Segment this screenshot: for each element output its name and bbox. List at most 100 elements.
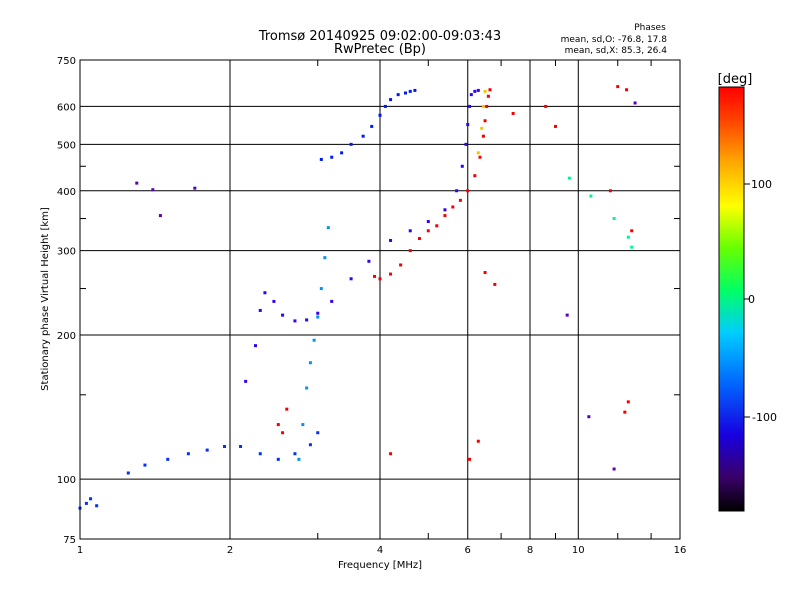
y-tick-label: 100 bbox=[57, 475, 76, 486]
data-point bbox=[612, 217, 616, 221]
y-tick-label: 75 bbox=[63, 535, 76, 546]
data-point bbox=[469, 93, 473, 97]
data-point bbox=[466, 189, 470, 193]
data-point bbox=[468, 457, 472, 461]
data-point bbox=[319, 157, 323, 161]
data-point bbox=[143, 463, 147, 467]
phases-heading: Phases bbox=[634, 23, 666, 33]
data-point bbox=[460, 164, 464, 168]
data-point bbox=[478, 155, 482, 159]
y-axis-label: Stationary phase Virtual Height [km] bbox=[40, 207, 51, 391]
data-point bbox=[297, 457, 301, 461]
data-point bbox=[305, 318, 309, 322]
data-point bbox=[263, 291, 267, 295]
x-tick-label: 4 bbox=[377, 545, 383, 556]
data-point bbox=[413, 88, 417, 92]
data-point bbox=[426, 220, 430, 224]
phase-series-10 bbox=[276, 271, 630, 461]
data-point bbox=[633, 101, 637, 105]
data-point bbox=[399, 263, 403, 267]
y-tick-label: 600 bbox=[57, 102, 76, 113]
x-tick-label: 16 bbox=[674, 545, 687, 556]
grid-lines bbox=[79, 59, 681, 540]
data-point bbox=[553, 124, 557, 128]
colorbar-tick-label: 100 bbox=[751, 178, 772, 191]
data-point bbox=[312, 338, 316, 342]
data-point bbox=[276, 423, 280, 427]
plot-frame bbox=[79, 59, 681, 540]
data-point bbox=[567, 176, 571, 180]
phase-series-1 bbox=[244, 88, 480, 383]
data-point bbox=[417, 236, 421, 240]
data-point bbox=[389, 238, 393, 242]
data-point bbox=[186, 452, 190, 456]
data-point bbox=[378, 113, 382, 117]
y-tick-label: 750 bbox=[57, 56, 76, 67]
data-point bbox=[480, 126, 484, 130]
data-point bbox=[319, 287, 323, 291]
data-point bbox=[330, 299, 334, 303]
data-point bbox=[367, 259, 371, 263]
x-tick-label: 6 bbox=[465, 545, 471, 556]
data-point bbox=[565, 313, 569, 317]
data-point bbox=[285, 407, 289, 411]
data-point bbox=[389, 272, 393, 276]
data-point bbox=[305, 386, 309, 390]
plot-border bbox=[79, 59, 681, 540]
data-point bbox=[193, 186, 197, 190]
data-point bbox=[488, 88, 492, 92]
data-point bbox=[485, 104, 489, 108]
data-point bbox=[378, 277, 382, 281]
x-tick-label: 8 bbox=[527, 545, 533, 556]
data-point bbox=[349, 142, 353, 146]
data-point bbox=[483, 89, 487, 93]
data-point bbox=[481, 104, 485, 108]
data-point bbox=[587, 415, 591, 419]
data-point bbox=[373, 274, 377, 278]
data-point bbox=[383, 104, 387, 108]
data-point bbox=[443, 214, 447, 218]
data-point bbox=[625, 88, 629, 92]
phase-series-8 bbox=[567, 176, 634, 249]
data-point bbox=[253, 344, 257, 348]
data-point bbox=[589, 194, 593, 198]
data-point bbox=[476, 151, 480, 155]
data-point bbox=[408, 229, 412, 233]
data-point bbox=[330, 155, 334, 159]
data-point bbox=[244, 379, 248, 383]
data-point bbox=[608, 189, 612, 193]
data-point bbox=[481, 134, 485, 138]
chart-title: Tromsø 20140925 09:02:00-09:03:43 bbox=[258, 29, 501, 44]
colorbar-gradient bbox=[718, 86, 745, 512]
data-point bbox=[455, 189, 459, 193]
data-point bbox=[135, 181, 139, 185]
colorbar-tick-label: 0 bbox=[748, 293, 755, 306]
data-point bbox=[323, 256, 327, 260]
data-point bbox=[468, 104, 472, 108]
colorbar: [deg] 100 0 -100 bbox=[718, 72, 777, 512]
data-point bbox=[258, 308, 262, 312]
data-point bbox=[451, 205, 455, 209]
data-point bbox=[89, 497, 93, 501]
data-point bbox=[408, 249, 412, 253]
data-point bbox=[361, 134, 365, 138]
phases-o-mode: mean, sd,O: -76.8, 17.8 bbox=[561, 35, 668, 45]
colorbar-unit: [deg] bbox=[718, 72, 753, 87]
data-point bbox=[511, 111, 515, 115]
data-point bbox=[293, 452, 297, 456]
phase-series-7 bbox=[476, 89, 487, 155]
data-point bbox=[308, 361, 312, 365]
data-point bbox=[258, 452, 262, 456]
data-point bbox=[272, 299, 276, 303]
data-point bbox=[389, 98, 393, 102]
data-point bbox=[623, 410, 627, 414]
data-point bbox=[166, 457, 170, 461]
axis-ticks: 1 2 4 6 8 10 16 75 100 200 300 400 500 600 750 bbox=[57, 56, 686, 556]
phase-series-11 bbox=[135, 101, 637, 471]
phase-series-0 bbox=[319, 88, 417, 161]
data-point bbox=[630, 245, 634, 249]
data-point bbox=[293, 319, 297, 323]
data-point bbox=[340, 151, 344, 155]
phase-series-9 bbox=[511, 85, 634, 233]
